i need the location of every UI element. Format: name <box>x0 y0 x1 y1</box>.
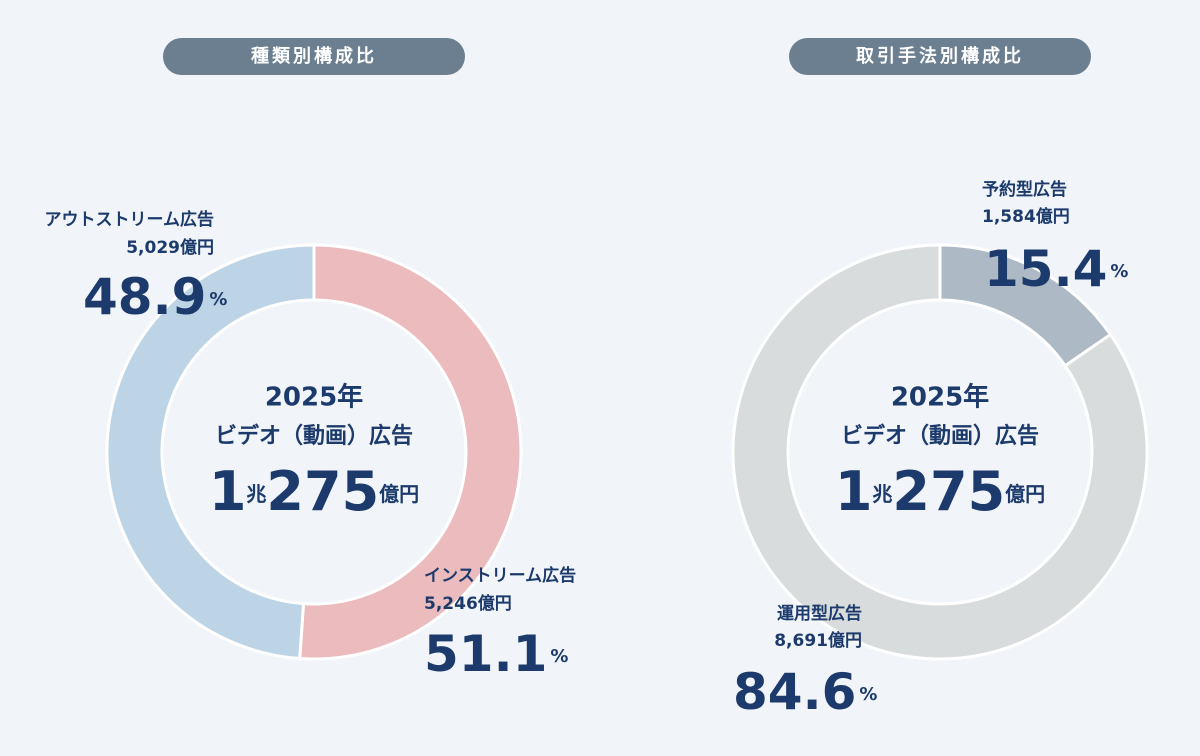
total-part: 275 <box>892 460 1005 523</box>
segment-percent: 84.6% <box>733 663 877 721</box>
donut-segment <box>298 243 523 661</box>
center-year: 2025年 <box>265 382 363 413</box>
segment-amount: 5,246億円 <box>424 593 512 614</box>
header-pill <box>163 38 465 75</box>
header-title: 取引手法別構成比 <box>856 45 1024 67</box>
header-pill <box>789 38 1091 75</box>
total-part: 275 <box>266 460 379 523</box>
segment-amount: 8,691億円 <box>774 630 862 651</box>
segment-percent: 15.4% <box>984 240 1128 298</box>
percent-unit: % <box>209 289 227 310</box>
total-part: 億円 <box>1005 482 1045 506</box>
percent-value: 48.9 <box>83 268 206 326</box>
segment-percent: 48.9% <box>83 268 227 326</box>
percent-unit: % <box>859 684 877 705</box>
segment-name: インストリーム広告 <box>424 565 576 586</box>
center-subtitle: ビデオ（動画）広告 <box>215 423 413 449</box>
total-part: 1 <box>835 460 873 523</box>
total-part: 兆 <box>872 482 892 506</box>
percent-unit: % <box>550 646 568 667</box>
segment-name: 運用型広告 <box>777 603 862 624</box>
segment-amount: 5,029億円 <box>126 237 214 258</box>
center-year: 2025年 <box>891 382 989 413</box>
center-total: 1兆275億円 <box>835 460 1045 523</box>
center-subtitle: ビデオ（動画）広告 <box>841 423 1039 449</box>
center-total: 1兆275億円 <box>209 460 419 523</box>
total-part: 1 <box>209 460 247 523</box>
percent-value: 51.1 <box>424 625 547 683</box>
percent-value: 15.4 <box>984 240 1107 298</box>
segment-amount: 1,584億円 <box>982 206 1070 227</box>
segment-name: 予約型広告 <box>982 179 1067 200</box>
donut-segment <box>105 243 316 661</box>
donut-segment <box>731 243 1149 661</box>
total-part: 兆 <box>246 482 266 506</box>
segment-percent: 51.1% <box>424 625 568 683</box>
segment-name: アウトストリーム広告 <box>45 209 215 230</box>
total-part: 億円 <box>379 482 419 506</box>
percent-unit: % <box>1110 261 1128 282</box>
header-title: 種類別構成比 <box>251 45 377 67</box>
percent-value: 84.6 <box>733 663 856 721</box>
